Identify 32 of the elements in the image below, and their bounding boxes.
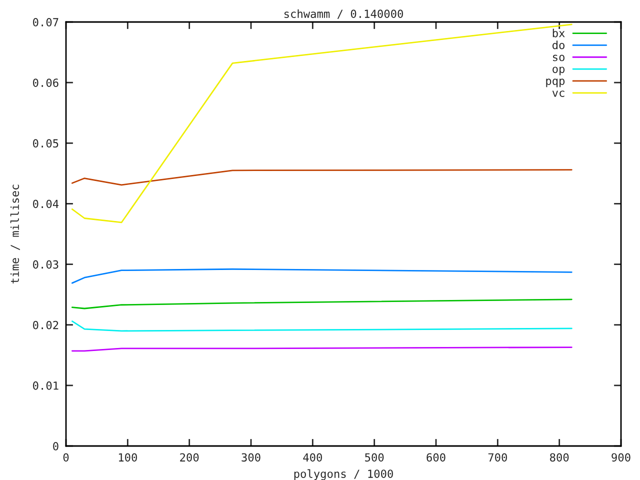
- x-tick-label: 100: [118, 453, 137, 462]
- legend-label: vc: [552, 90, 564, 97]
- line-series: [71, 320, 572, 332]
- y-tick-label: 0.05: [33, 139, 58, 148]
- x-tick-label: 800: [550, 453, 569, 462]
- legend-label: pqp: [546, 78, 565, 88]
- x-axis-title: polygons / 1000: [294, 469, 393, 480]
- y-tick-label: 0.03: [33, 260, 58, 269]
- x-tick-label: 900: [612, 453, 630, 462]
- legend-label: do: [552, 40, 564, 50]
- x-tick-label: 700: [488, 453, 507, 462]
- legend-label: op: [552, 66, 565, 76]
- x-tick-label: 500: [365, 453, 384, 462]
- line-series: [71, 298, 572, 310]
- y-tick-label: 0.06: [33, 78, 58, 87]
- x-tick-label: 600: [426, 453, 446, 462]
- x-tick-label: 200: [180, 453, 199, 462]
- line-series: [71, 169, 572, 186]
- x-tick-label: 400: [303, 453, 322, 462]
- y-tick-label: 0.01: [33, 381, 58, 390]
- y-axis-title: time / millisec: [10, 184, 20, 284]
- y-tick-label: 0: [53, 442, 58, 450]
- line-series: [71, 24, 572, 224]
- y-tick-label: 0.07: [33, 18, 58, 26]
- legend-label: bx: [552, 28, 565, 38]
- y-tick-label: 0.04: [33, 200, 59, 208]
- chart-title: schwamm / 0.140000: [284, 9, 403, 19]
- x-tick-label: 300: [242, 453, 260, 462]
- y-tick-label: 0.02: [33, 320, 58, 330]
- line-series: [71, 268, 572, 284]
- legend-label: so: [553, 54, 564, 62]
- x-tick-label: 0: [63, 453, 69, 462]
